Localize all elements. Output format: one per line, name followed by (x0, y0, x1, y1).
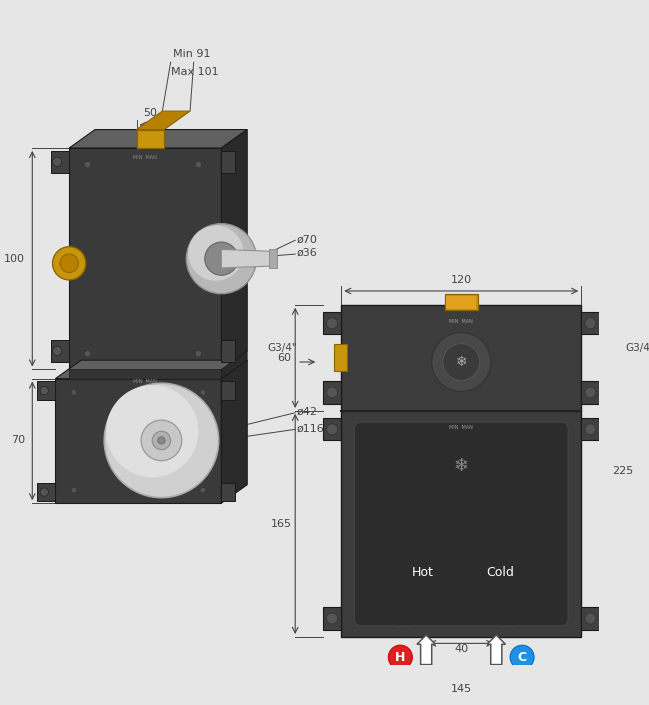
Circle shape (326, 387, 337, 398)
Circle shape (388, 645, 412, 669)
FancyArrow shape (487, 635, 506, 665)
Circle shape (60, 254, 79, 273)
Circle shape (158, 436, 165, 444)
Circle shape (188, 226, 243, 281)
Polygon shape (51, 340, 69, 362)
Text: 165: 165 (271, 519, 291, 529)
Bar (323, 312, 341, 334)
Polygon shape (269, 250, 276, 268)
Bar (323, 381, 341, 403)
Circle shape (106, 385, 199, 477)
Bar (581, 418, 600, 441)
Text: 225: 225 (613, 466, 634, 476)
Circle shape (186, 223, 256, 294)
Circle shape (585, 613, 596, 624)
Text: ø70: ø70 (297, 234, 318, 245)
Polygon shape (69, 148, 221, 369)
Text: ø42: ø42 (297, 407, 318, 417)
Circle shape (443, 343, 480, 381)
Circle shape (510, 645, 534, 669)
Circle shape (53, 247, 86, 280)
Bar (334, 343, 347, 372)
Circle shape (53, 157, 62, 166)
Text: ❄: ❄ (456, 355, 467, 369)
Polygon shape (37, 483, 55, 501)
Circle shape (195, 350, 202, 357)
Text: 60: 60 (278, 353, 291, 363)
Bar (445, 294, 478, 310)
Circle shape (200, 487, 206, 493)
Polygon shape (37, 381, 55, 400)
Text: G3/4": G3/4" (626, 343, 649, 352)
Circle shape (585, 318, 596, 329)
Bar (323, 418, 341, 441)
Bar (447, 295, 476, 309)
Text: 100: 100 (4, 254, 25, 264)
Text: 120: 120 (450, 274, 472, 285)
Polygon shape (221, 151, 235, 173)
Text: 40: 40 (454, 644, 469, 654)
Text: C: C (517, 651, 527, 663)
Circle shape (326, 424, 337, 435)
Text: Min 91: Min 91 (173, 49, 211, 59)
Circle shape (104, 384, 219, 498)
Polygon shape (221, 340, 235, 362)
Text: 50: 50 (143, 108, 157, 118)
Bar (341, 305, 581, 411)
Circle shape (326, 318, 337, 329)
Circle shape (84, 161, 91, 168)
Circle shape (585, 424, 596, 435)
Text: ø116: ø116 (297, 424, 324, 434)
Polygon shape (136, 111, 190, 130)
Circle shape (71, 487, 77, 493)
Polygon shape (221, 360, 247, 503)
Polygon shape (69, 130, 247, 148)
Circle shape (200, 390, 206, 396)
Text: Max 101: Max 101 (171, 67, 218, 77)
Text: G3/4": G3/4" (395, 620, 424, 630)
Circle shape (40, 488, 49, 496)
Text: MIN  MAN: MIN MAN (133, 379, 157, 384)
Polygon shape (136, 130, 164, 148)
Circle shape (71, 390, 77, 396)
Text: MIN  MAN: MIN MAN (449, 319, 473, 324)
Circle shape (40, 386, 49, 395)
Text: ❄: ❄ (454, 458, 469, 475)
FancyArrow shape (417, 635, 435, 665)
Circle shape (84, 350, 91, 357)
Polygon shape (221, 130, 247, 369)
Bar (323, 608, 341, 630)
Text: H: H (395, 651, 406, 663)
Circle shape (141, 420, 182, 460)
Text: MIN  MAN: MIN MAN (133, 154, 157, 160)
Circle shape (205, 242, 238, 276)
Text: ø36: ø36 (297, 248, 318, 258)
Circle shape (53, 346, 62, 355)
Circle shape (585, 387, 596, 398)
Polygon shape (221, 250, 272, 268)
Text: Hot: Hot (411, 566, 434, 579)
Circle shape (195, 161, 202, 168)
Bar (581, 608, 600, 630)
Polygon shape (221, 351, 247, 379)
Text: MIN  MAN: MIN MAN (449, 425, 473, 430)
Text: G3/4": G3/4" (498, 620, 528, 630)
Polygon shape (221, 483, 235, 501)
Text: 70: 70 (11, 436, 25, 446)
Circle shape (153, 431, 171, 450)
Polygon shape (69, 369, 221, 379)
Text: Cold: Cold (486, 566, 514, 579)
Bar (341, 411, 581, 637)
Polygon shape (55, 360, 247, 379)
Bar (581, 381, 600, 403)
Polygon shape (221, 381, 235, 400)
Bar (581, 312, 600, 334)
Text: G3/4": G3/4" (267, 343, 297, 352)
Polygon shape (51, 151, 69, 173)
Circle shape (432, 333, 491, 391)
Polygon shape (55, 379, 221, 503)
FancyBboxPatch shape (354, 422, 569, 626)
Text: 145: 145 (450, 684, 472, 694)
Circle shape (326, 613, 337, 624)
